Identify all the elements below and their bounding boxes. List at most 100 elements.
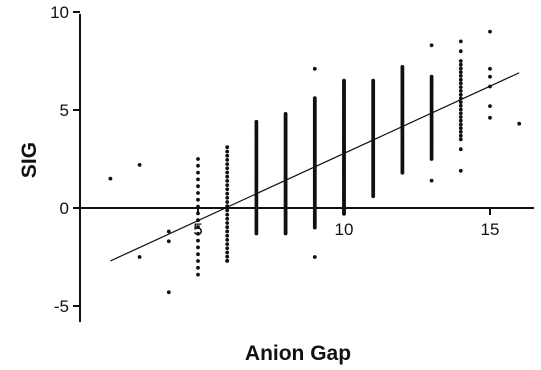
data-point xyxy=(196,245,200,250)
data-point xyxy=(458,70,463,75)
data-point xyxy=(400,65,405,69)
data-point xyxy=(225,259,230,263)
data-point xyxy=(196,177,200,182)
data-point xyxy=(488,29,492,34)
y-tick-label: 0 xyxy=(60,199,69,218)
data-point xyxy=(196,184,200,189)
x-tick-label: 15 xyxy=(481,220,500,239)
x-tick-label: 5 xyxy=(193,220,202,239)
data-point xyxy=(429,74,434,79)
data-point xyxy=(458,115,463,119)
data-point xyxy=(225,233,230,238)
data-point xyxy=(225,229,230,234)
data-point xyxy=(196,252,200,257)
data-point xyxy=(196,163,200,168)
data-point xyxy=(225,250,230,255)
data-point xyxy=(225,242,230,247)
data-point xyxy=(196,191,200,195)
data-point xyxy=(166,229,171,234)
data-point xyxy=(458,74,463,78)
data-point xyxy=(196,197,200,202)
data-point xyxy=(137,163,142,167)
data-point xyxy=(225,179,230,183)
data-point xyxy=(458,100,463,104)
data-point xyxy=(371,78,376,83)
data-point xyxy=(196,259,200,263)
y-tick-label: -5 xyxy=(54,297,69,316)
data-point xyxy=(166,239,171,244)
data-point xyxy=(458,77,463,82)
data-point xyxy=(458,118,463,123)
data-point xyxy=(458,126,463,131)
data-point xyxy=(458,107,463,112)
y-axis-ticks: 10 5 0 -5 xyxy=(50,3,80,316)
data-point xyxy=(225,216,230,221)
data-point xyxy=(458,89,463,93)
data-point xyxy=(166,290,171,295)
data-point xyxy=(488,74,492,79)
data-point xyxy=(458,85,463,89)
data-point xyxy=(283,112,288,116)
data-point xyxy=(225,221,230,225)
data-point xyxy=(312,66,317,71)
data-point xyxy=(342,78,346,83)
data-point xyxy=(225,225,230,230)
data-point xyxy=(429,178,434,183)
data-point xyxy=(517,121,522,126)
data-point xyxy=(225,174,230,179)
data-point xyxy=(196,231,200,236)
data-point xyxy=(458,49,463,54)
data-point xyxy=(225,162,230,167)
regression-line xyxy=(110,72,520,262)
data-point xyxy=(108,176,113,181)
data-point xyxy=(225,238,230,242)
data-point xyxy=(312,255,317,259)
data-point xyxy=(225,254,230,259)
data-point xyxy=(488,104,492,108)
data-point xyxy=(225,191,230,196)
data-point xyxy=(458,66,463,71)
data-points xyxy=(108,29,522,295)
data-point xyxy=(458,137,463,142)
data-point xyxy=(254,119,259,124)
data-point xyxy=(458,103,463,108)
data-point xyxy=(137,255,142,259)
x-tick-label: 10 xyxy=(335,220,354,239)
data-point xyxy=(196,225,200,229)
y-axis-title: SIG xyxy=(18,142,41,178)
data-point xyxy=(225,166,230,171)
data-point xyxy=(196,272,200,277)
data-point xyxy=(225,153,230,158)
data-point xyxy=(196,238,200,243)
data-point xyxy=(458,147,463,152)
data-point xyxy=(458,168,463,173)
data-point xyxy=(225,183,230,188)
data-point xyxy=(488,66,492,71)
x-axis-title: Anion Gap xyxy=(245,342,351,365)
data-point xyxy=(458,59,463,63)
data-point xyxy=(196,157,200,161)
data-point xyxy=(458,92,463,97)
data-point xyxy=(225,187,230,192)
data-point xyxy=(225,195,230,200)
data-point xyxy=(225,170,230,175)
data-point xyxy=(458,81,463,86)
data-point xyxy=(196,265,200,270)
y-tick-label: 5 xyxy=(60,101,69,120)
data-point xyxy=(488,115,492,120)
x-axis-ticks: 5 10 15 xyxy=(193,208,499,239)
data-point xyxy=(458,39,463,44)
data-point xyxy=(225,212,230,217)
data-point xyxy=(225,149,230,154)
data-point xyxy=(225,200,230,204)
data-point xyxy=(225,158,230,162)
data-point xyxy=(458,62,463,67)
data-point xyxy=(458,130,463,134)
data-point xyxy=(225,145,230,150)
data-point xyxy=(458,133,463,138)
y-tick-label: 10 xyxy=(50,3,69,22)
data-point xyxy=(458,111,463,116)
data-point xyxy=(225,208,230,213)
data-point xyxy=(225,246,230,251)
